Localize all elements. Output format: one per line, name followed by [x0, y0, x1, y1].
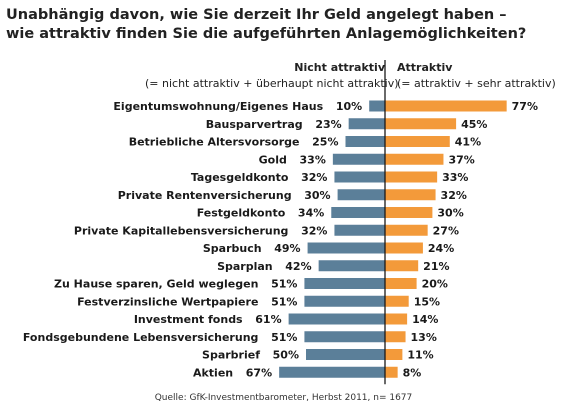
category-label: Private Rentenversicherung — [118, 189, 292, 202]
value-label-attractive: 37% — [448, 153, 474, 166]
value-label-attractive: 21% — [423, 260, 449, 273]
category-label: Eigentumswohnung/Eigenes Haus — [113, 100, 323, 113]
not-attractive-header-subtitle: (= nicht attraktiv + überhaupt nicht att… — [145, 77, 399, 90]
category-label: Fondsgebundene Lebensversicherung — [23, 331, 259, 344]
bar-not-attractive — [306, 349, 385, 360]
value-label-attractive: 30% — [437, 207, 463, 220]
value-label-attractive: 11% — [407, 349, 433, 362]
bar-not-attractive — [304, 295, 385, 307]
bar-attractive — [385, 313, 408, 325]
category-label: Sparplan — [217, 260, 273, 273]
bar-attractive — [385, 295, 409, 307]
bar-not-attractive — [337, 189, 385, 201]
bar-attractive — [385, 171, 438, 183]
category-label: Tagesgeldkonto — [191, 171, 289, 184]
not-attractive-header: Nicht attraktiv (= nicht attraktiv + übe… — [145, 60, 399, 92]
value-label-attractive: 8% — [403, 366, 422, 379]
not-attractive-header-title: Nicht attraktiv — [294, 61, 385, 74]
bar-attractive — [385, 260, 419, 272]
bar-not-attractive — [345, 136, 385, 147]
value-label-not-attractive: 32% — [301, 171, 327, 184]
value-label-attractive: 13% — [411, 331, 437, 344]
category-label: Betriebliche Altersvorsorge — [129, 136, 300, 149]
bar-not-attractive — [334, 224, 385, 236]
chart-title-line-1: Unabhängig davon, wie Sie derzeit Ihr Ge… — [6, 7, 507, 23]
value-label-not-attractive: 51% — [271, 295, 297, 308]
bar-not-attractive — [288, 313, 385, 325]
bar-not-attractive — [279, 366, 385, 378]
source-note: Quelle: GfK-Investmentbarometer, Herbst … — [154, 393, 413, 403]
bar-attractive — [385, 349, 403, 360]
bar-not-attractive — [348, 118, 385, 130]
category-label: Festverzinsliche Wertpapiere — [77, 295, 258, 308]
bar-not-attractive — [332, 153, 385, 165]
value-label-not-attractive: 32% — [301, 224, 327, 237]
bar-not-attractive — [318, 260, 385, 272]
bar-attractive — [385, 207, 433, 218]
category-label: Investment fonds — [134, 313, 243, 326]
attractive-header-subtitle: (= attraktiv + sehr attraktiv) — [397, 77, 556, 90]
value-label-not-attractive: 51% — [271, 331, 297, 344]
bar-attractive — [385, 136, 450, 147]
value-label-attractive: 20% — [422, 278, 448, 291]
value-label-not-attractive: 33% — [300, 153, 326, 166]
category-label: Bausparvertrag — [206, 118, 303, 131]
value-label-not-attractive: 50% — [273, 349, 299, 362]
chart-title: Unabhängig davon, wie Sie derzeit Ihr Ge… — [6, 6, 526, 44]
value-label-attractive: 33% — [442, 171, 468, 184]
category-label: Gold — [259, 153, 287, 166]
category-label: Festgeldkonto — [197, 207, 286, 220]
value-label-not-attractive: 23% — [315, 118, 341, 131]
value-label-not-attractive: 10% — [336, 100, 362, 113]
value-label-attractive: 45% — [461, 118, 487, 131]
bar-not-attractive — [307, 242, 385, 254]
value-label-attractive: 15% — [414, 295, 440, 308]
value-label-attractive: 77% — [512, 100, 538, 113]
value-label-attractive: 32% — [441, 189, 467, 202]
value-label-not-attractive: 67% — [246, 366, 272, 379]
bar-attractive — [385, 278, 417, 289]
category-label: Aktien — [193, 366, 233, 379]
attractive-header-title: Attraktiv — [397, 61, 453, 74]
value-label-not-attractive: 30% — [304, 189, 330, 202]
bar-attractive — [385, 331, 406, 343]
value-label-not-attractive: 61% — [255, 313, 281, 326]
value-label-not-attractive: 34% — [298, 207, 324, 220]
bar-attractive — [385, 242, 423, 254]
value-label-not-attractive: 42% — [285, 260, 311, 273]
category-label: Sparbuch — [203, 242, 262, 255]
value-label-not-attractive: 49% — [274, 242, 300, 255]
bar-attractive — [385, 189, 436, 201]
bar-attractive — [385, 224, 428, 236]
category-label: Private Kapitallebensversicherung — [74, 224, 289, 237]
value-label-not-attractive: 51% — [271, 278, 297, 291]
bar-not-attractive — [369, 100, 385, 112]
bar-not-attractive — [331, 207, 385, 218]
category-label: Sparbrief — [202, 349, 260, 362]
value-label-attractive: 24% — [428, 242, 454, 255]
value-label-attractive: 41% — [455, 136, 481, 149]
bar-not-attractive — [304, 331, 385, 343]
bar-not-attractive — [334, 171, 385, 183]
bar-attractive — [385, 100, 507, 112]
value-label-attractive: 27% — [433, 224, 459, 237]
value-label-not-attractive: 25% — [312, 136, 338, 149]
bar-attractive — [385, 153, 444, 165]
bar-attractive — [385, 118, 457, 130]
bar-attractive — [385, 366, 398, 378]
chart-title-line-2: wie attraktiv finden Sie die aufgeführte… — [6, 26, 527, 42]
bar-not-attractive — [304, 278, 385, 289]
value-label-attractive: 14% — [412, 313, 438, 326]
attractive-header: Attraktiv (= attraktiv + sehr attraktiv) — [397, 60, 556, 92]
category-label: Zu Hause sparen, Geld weglegen — [54, 278, 258, 291]
